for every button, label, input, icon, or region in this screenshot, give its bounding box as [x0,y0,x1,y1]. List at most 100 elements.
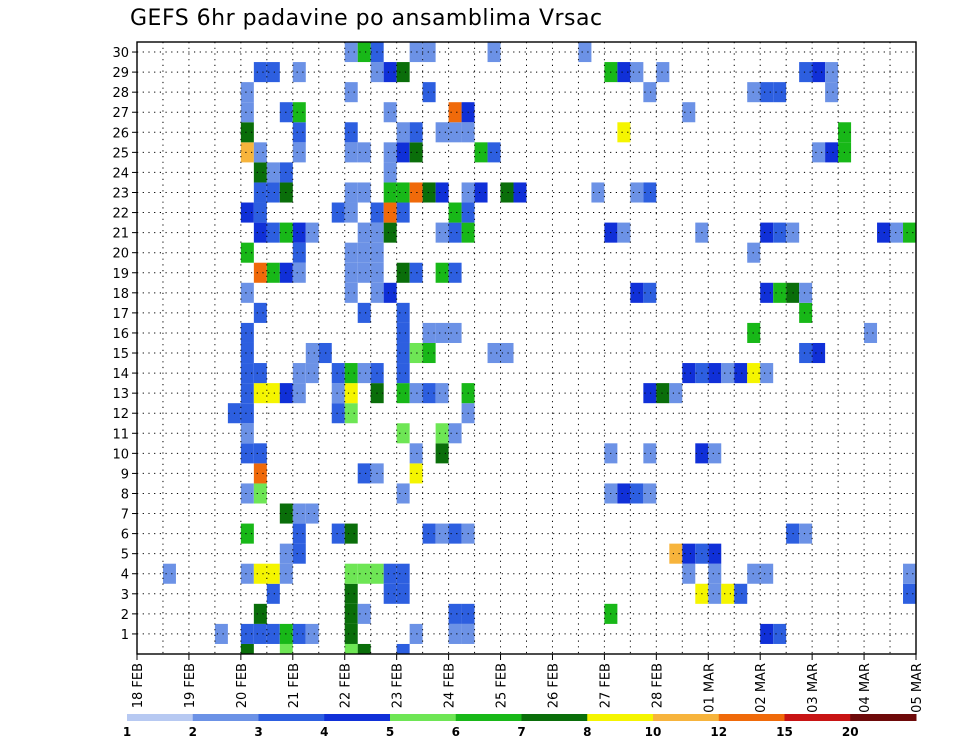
data-cell [630,483,644,504]
data-cell [396,302,410,323]
data-cell [760,82,774,103]
data-cell [292,222,306,243]
data-cell [266,383,280,404]
data-cell [357,302,371,323]
data-cell [435,222,449,243]
data-cell [708,563,722,584]
data-cell [292,102,306,123]
data-cell [253,603,267,624]
data-cell [266,583,280,604]
data-cell [240,383,254,404]
data-cell [409,122,423,143]
data-cell [864,322,878,343]
data-cell [643,383,657,404]
data-cell [266,563,280,584]
data-cell [773,82,787,103]
data-cell [396,643,410,654]
data-cell [435,122,449,143]
data-cell [812,62,826,83]
data-cell [812,342,826,364]
data-cell [240,122,254,143]
data-cell [292,623,306,644]
y-tick-label: 27 [112,106,129,121]
data-cell [396,322,410,343]
data-cell [474,142,488,163]
data-cell [409,623,423,644]
data-cell [409,42,423,63]
data-cell [357,563,371,584]
data-cell [266,182,280,203]
data-cell [708,363,722,384]
data-cell [253,483,267,504]
data-cell [422,182,436,203]
data-cell [266,623,280,644]
data-cell [409,262,423,283]
data-cell [253,363,267,384]
data-cell [643,82,657,103]
colorbar-swatch [587,714,654,721]
data-cell [292,122,306,143]
data-cell [240,363,254,384]
data-cell [240,242,254,263]
x-tick-label: 01 MAR [702,663,717,713]
data-cell [409,463,423,484]
y-tick-label: 1 [121,628,129,643]
colorbar-label: 8 [583,725,591,739]
data-cell [409,182,423,203]
data-cell [643,483,657,504]
data-cell [240,563,254,584]
data-cell [331,202,345,223]
data-cell [487,142,501,163]
data-cell [344,383,358,404]
chart-title: GEFS 6hr padavine po ansamblima Vrsac [130,6,603,31]
colorbar-label: 15 [776,725,793,739]
data-cell [383,102,397,123]
data-cell [240,443,254,464]
data-cell [279,643,293,654]
data-cell [630,62,644,83]
data-cell [383,563,397,584]
data-cell [383,182,397,203]
data-cell [669,383,683,404]
y-tick-label: 3 [121,588,129,603]
data-cell [305,342,319,364]
y-tick-label: 22 [112,207,129,222]
data-cell [344,262,358,283]
data-cell [383,583,397,604]
data-cell [812,142,826,163]
data-cell [344,563,358,584]
data-cell [396,423,410,444]
data-cell [617,222,631,243]
colorbar-label: 7 [517,725,525,739]
data-cell [214,623,228,644]
colorbar-swatch [653,714,720,721]
colorbar-swatch [390,714,457,721]
data-cell [344,182,358,203]
data-cell [253,302,267,323]
data-cell [396,62,410,83]
data-cell [448,202,462,223]
data-cell [344,583,358,604]
data-cell [903,583,916,604]
data-cell [240,403,254,424]
data-cell [630,282,644,303]
data-cell [903,563,916,584]
data-cell [578,42,592,63]
data-cell [708,583,722,604]
data-cell [305,222,319,243]
y-tick-label: 30 [112,46,129,61]
data-cell [591,182,605,203]
data-cell [643,443,657,464]
data-cell [331,363,345,384]
data-cell [383,62,397,83]
data-cell [890,222,904,243]
data-cell [682,102,696,123]
data-cell [643,282,657,303]
data-cell [305,363,319,384]
data-cell [435,423,449,444]
data-cell [253,162,267,183]
data-cell [331,523,345,544]
data-cell [422,383,436,404]
data-cell [240,142,254,163]
data-cell [409,383,423,404]
